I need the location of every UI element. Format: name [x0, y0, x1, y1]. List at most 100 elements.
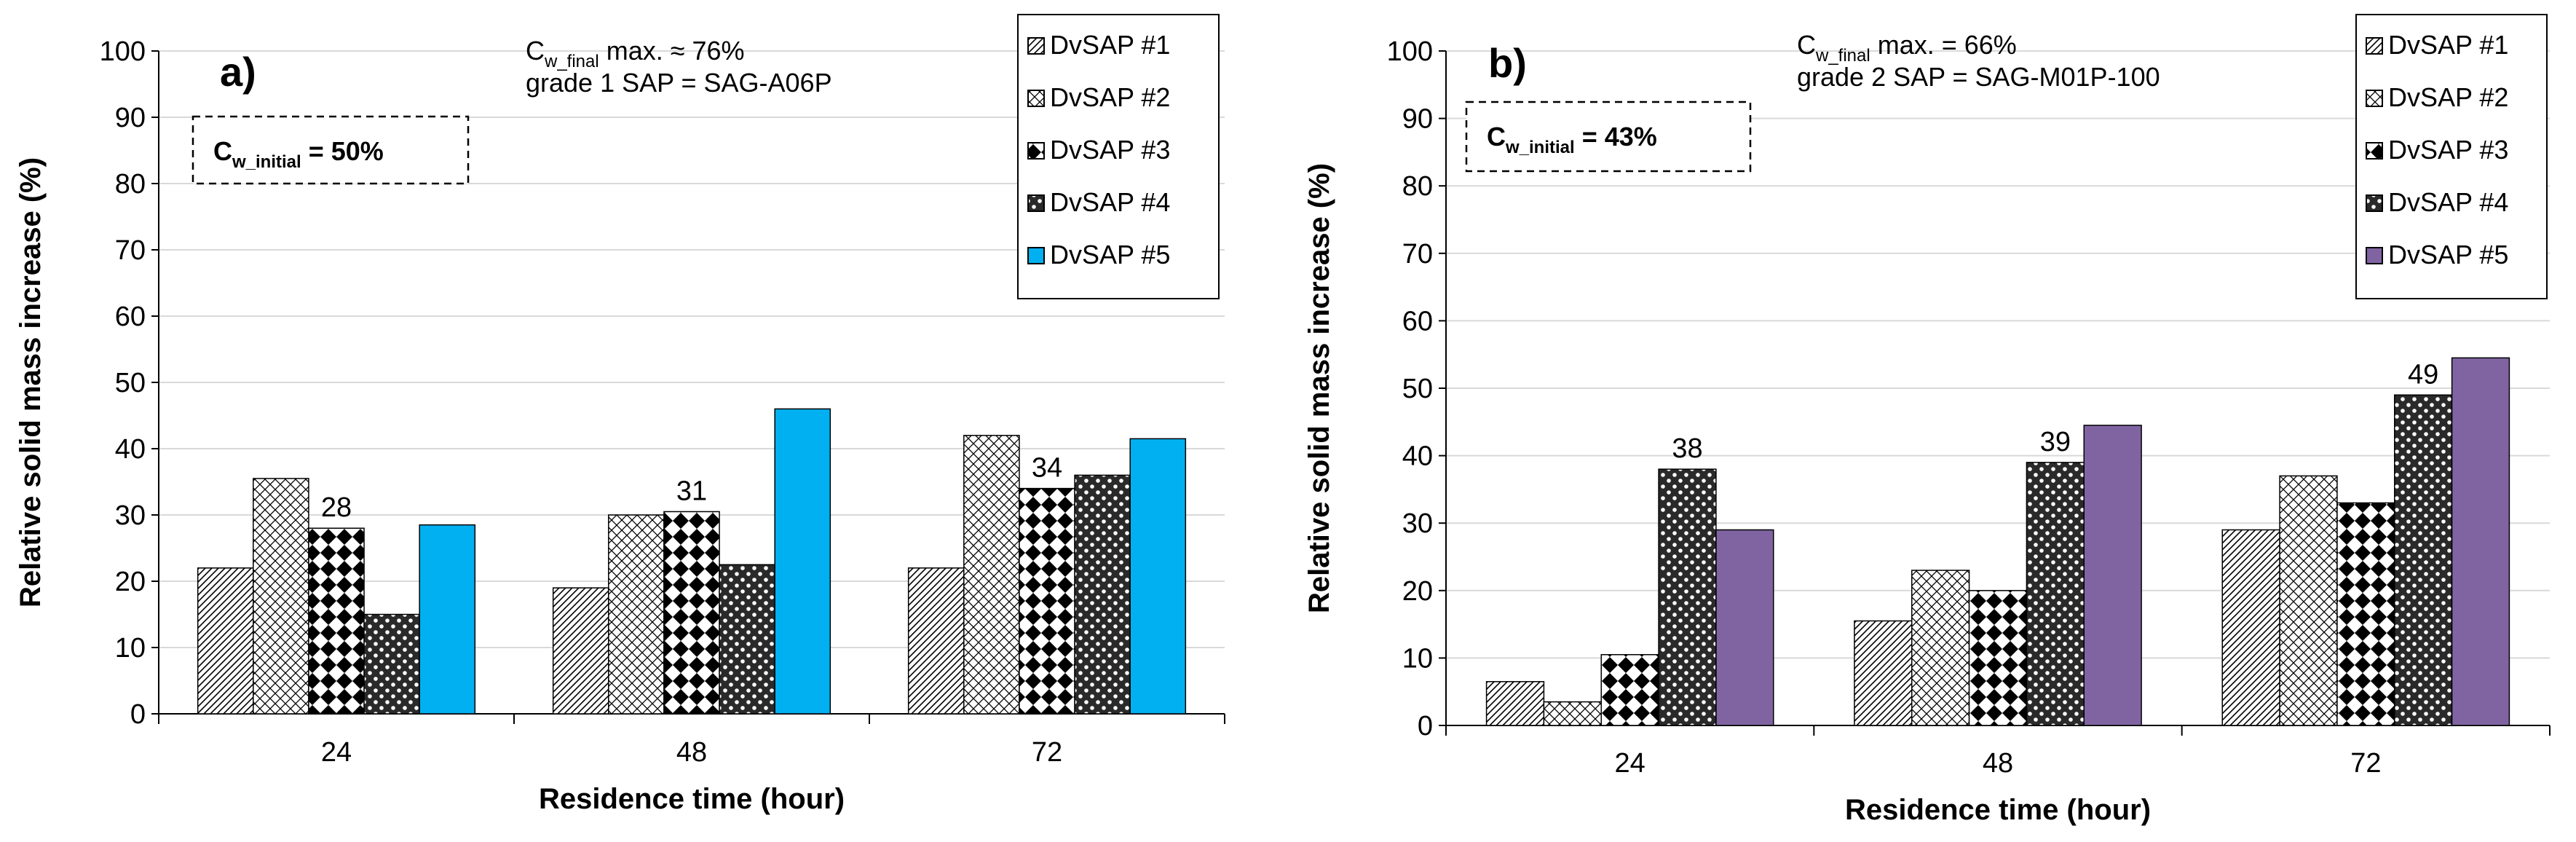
box-cw-initial-suffix: = 50%	[301, 136, 384, 166]
bar-72-dvsap2	[2279, 475, 2338, 726]
bar-48-dvsap1	[1854, 620, 1913, 726]
annotation-sap-grade: grade 2 SAP = SAG-M01P-100	[1797, 62, 2160, 92]
x-tick-label: 24	[321, 737, 352, 768]
box-cw-initial: Cw_initial = 50%	[213, 136, 384, 172]
y-tick-label: 40	[1402, 441, 1433, 472]
y-tick-label: 80	[1402, 171, 1433, 202]
annotation-cw-final: Cw_final max. ≈ 76%	[526, 36, 745, 71]
legend-label: DvSAP #3	[1050, 135, 1170, 165]
box-cw-initial: Cw_initial = 43%	[1487, 122, 1657, 157]
bar-24-dvsap5	[1715, 529, 1774, 726]
box-cw-initial-sub: w_initial	[232, 152, 301, 172]
annotation-cw-final-prefix: C	[1797, 30, 1816, 60]
legend-label: DvSAP #2	[1050, 82, 1170, 112]
bar-48-dvsap3	[1968, 590, 2028, 726]
bar-24-dvsap2	[1543, 701, 1603, 726]
legend-swatch	[1027, 90, 1045, 107]
bar-72-dvsap4	[2393, 394, 2453, 726]
data-label: 31	[676, 476, 707, 506]
x-tick-label: 72	[2350, 748, 2381, 779]
bar-72-dvsap3	[1019, 487, 1075, 715]
panel-a: 0 10 20 30 40 50 60 70 80 90 100 24 48 72 28 31 34 Reside…	[15, 14, 1225, 815]
bar-72-dvsap2	[963, 435, 1020, 715]
data-label: 39	[2040, 427, 2071, 457]
legend-label: DvSAP #3	[2388, 135, 2508, 165]
bar-48-dvsap5	[774, 408, 831, 715]
initial-concentration-box	[191, 115, 470, 185]
y-tick-label: 70	[1402, 239, 1433, 269]
box-cw-initial-suffix: = 43%	[1575, 122, 1657, 152]
bar-24-dvsap1	[197, 567, 254, 715]
y-tick-label: 90	[1402, 104, 1433, 135]
x-tick-label: 48	[676, 737, 707, 768]
y-tick-label: 20	[115, 567, 146, 597]
legend-swatch	[1027, 37, 1045, 55]
data-label: 38	[1672, 433, 1702, 464]
legend-box	[2355, 14, 2548, 299]
y-tick-label: 90	[115, 103, 146, 133]
bar-48-dvsap4	[719, 564, 775, 715]
y-tick-label: 0	[1418, 711, 1433, 741]
bar-48-dvsap2	[608, 514, 665, 715]
legend-swatch	[2366, 247, 2383, 264]
bar-72-dvsap1	[907, 567, 965, 715]
legend-swatch	[2366, 37, 2383, 55]
bar-72-dvsap5	[2451, 357, 2510, 726]
bar-48-dvsap2	[1911, 570, 1970, 726]
legend-label: DvSAP #2	[2388, 82, 2508, 112]
legend-label: DvSAP #4	[1050, 187, 1170, 217]
x-tick-label: 24	[1615, 748, 1645, 779]
bar-24-dvsap4	[363, 613, 420, 715]
bar-24-dvsap1	[1485, 681, 1545, 726]
y-axis-title: Relative solid mass increase (%)	[15, 157, 47, 607]
x-axis-title: Residence time (hour)	[539, 783, 845, 815]
annotation-cw-final-suffix: max. = 66%	[1870, 30, 2017, 60]
legend-swatch	[1027, 194, 1045, 212]
bar-48-dvsap1	[552, 587, 609, 715]
legend-box	[1017, 14, 1220, 299]
annotation-cw-final-sub: w_final	[1815, 46, 1870, 66]
bar-72-dvsap4	[1074, 474, 1131, 715]
y-tick-label: 100	[100, 36, 146, 67]
y-tick-label: 60	[1402, 306, 1433, 337]
data-label: 28	[321, 492, 352, 523]
y-tick-label: 40	[115, 434, 146, 465]
legend-swatch	[1027, 247, 1045, 264]
x-tick-label: 72	[1032, 737, 1062, 768]
legend-label: DvSAP #1	[2388, 30, 2508, 60]
legend-label: DvSAP #1	[1050, 30, 1170, 60]
y-tick-label: 10	[1402, 643, 1433, 674]
box-cw-initial-prefix: C	[213, 136, 232, 166]
annotation-sap-grade: grade 1 SAP = SAG-A06P	[526, 68, 832, 98]
box-cw-initial-sub: w_initial	[1505, 138, 1575, 157]
y-tick-label: 50	[115, 368, 146, 398]
bar-24-dvsap5	[419, 524, 476, 715]
bar-24-dvsap2	[253, 478, 309, 715]
legend-swatch	[1027, 142, 1045, 160]
y-tick-label: 0	[130, 699, 146, 730]
bar-72-dvsap3	[2336, 502, 2395, 726]
panel-b: 0 10 20 30 40 50 60 70 80 90 100 24 48 72 38 39 49 Reside…	[1303, 14, 2551, 826]
bar-48-dvsap5	[2083, 425, 2142, 726]
bar-48-dvsap3	[663, 511, 720, 715]
y-tick-label: 30	[115, 500, 146, 531]
bar-48-dvsap4	[2026, 462, 2085, 726]
annotation-cw-final-sub: w_final	[544, 52, 599, 71]
y-tick-label: 10	[115, 633, 146, 664]
bar-24-dvsap3	[1600, 654, 1659, 726]
panel-letter: b)	[1488, 40, 1527, 86]
panel-letter: a)	[220, 49, 256, 95]
legend-label: DvSAP #5	[1050, 240, 1170, 269]
y-tick-label: 30	[1402, 508, 1433, 539]
legend-label: DvSAP #5	[2388, 240, 2508, 269]
y-tick-label: 60	[115, 302, 146, 332]
annotation-cw-final: Cw_final max. = 66%	[1797, 30, 2017, 66]
bar-24-dvsap3	[308, 527, 365, 715]
y-axis-title: Relative solid mass increase (%)	[1303, 163, 1335, 613]
y-tick-label: 70	[115, 235, 146, 266]
annotation-cw-final-suffix: max. ≈ 76%	[599, 36, 745, 66]
y-tick-label: 50	[1402, 374, 1433, 404]
y-tick-label: 100	[1387, 36, 1433, 67]
bar-72-dvsap1	[2221, 529, 2280, 726]
